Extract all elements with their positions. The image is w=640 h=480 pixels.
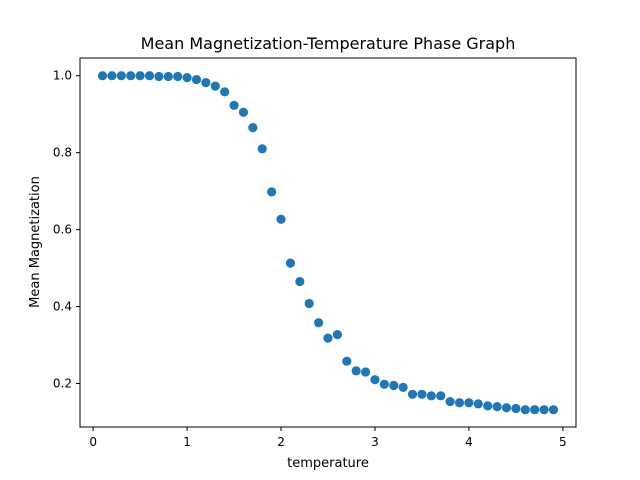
data-point: [248, 123, 258, 133]
data-point: [229, 100, 239, 110]
data-point: [220, 87, 230, 97]
data-point: [473, 399, 483, 409]
data-point: [285, 258, 296, 268]
data-point: [454, 398, 465, 408]
data-point: [314, 318, 324, 328]
data-point: [511, 403, 521, 414]
y-tick-label: 1.0: [53, 69, 72, 83]
data-point: [201, 78, 211, 88]
data-point: [116, 71, 126, 81]
data-point: [492, 402, 502, 412]
data-point: [97, 71, 108, 81]
data-points: [97, 71, 559, 415]
x-tick-label: 2: [277, 435, 285, 449]
data-point: [407, 389, 418, 399]
data-point: [107, 71, 117, 81]
y-tick-label: 0.8: [53, 146, 72, 160]
data-point: [295, 276, 305, 287]
axes-frame: [79, 57, 577, 428]
data-point: [370, 375, 380, 385]
x-tick-label: 4: [465, 435, 473, 449]
x-tick-label: 0: [89, 435, 97, 449]
data-point: [398, 382, 408, 392]
y-tick-label: 0.2: [53, 377, 72, 391]
data-point: [238, 107, 249, 117]
x-tick-label: 1: [183, 435, 191, 449]
chart-title: Mean Magnetization-Temperature Phase Gra…: [141, 34, 516, 53]
data-point: [323, 333, 333, 343]
x-tick-label: 5: [559, 435, 567, 449]
data-point: [210, 81, 220, 91]
data-point: [379, 379, 389, 389]
data-point: [530, 405, 540, 415]
data-point: [182, 73, 192, 83]
x-tick-label: 3: [371, 435, 379, 449]
data-point: [360, 367, 371, 377]
data-point: [351, 366, 361, 376]
data-point: [520, 405, 530, 415]
x-axis-ticks: 0 1 2 3 4 5: [89, 427, 567, 449]
y-tick-label: 0.6: [53, 223, 72, 237]
data-point: [126, 71, 136, 81]
data-point: [191, 74, 202, 85]
data-point: [257, 144, 267, 154]
y-axis-ticks: 0.2 0.4 0.6 0.8 1.0: [53, 69, 80, 391]
data-point: [342, 356, 352, 366]
data-point: [154, 71, 164, 82]
data-point: [539, 405, 549, 415]
data-point: [464, 398, 474, 408]
data-point: [135, 71, 145, 81]
data-point: [389, 380, 399, 391]
data-point: [445, 397, 455, 407]
data-point: [436, 391, 446, 401]
data-point: [304, 298, 314, 309]
data-point: [332, 330, 342, 340]
y-tick-label: 0.4: [53, 300, 72, 314]
data-point: [483, 401, 493, 411]
data-point: [426, 391, 436, 401]
data-point: [276, 214, 286, 224]
data-point: [548, 405, 559, 415]
data-point: [163, 71, 173, 82]
data-point: [144, 71, 155, 81]
y-axis-label: Mean Magnetization: [28, 176, 43, 308]
data-point: [173, 71, 183, 82]
plot-area: [80, 58, 576, 427]
data-point: [501, 403, 512, 413]
data-point: [267, 187, 277, 197]
data-point: [417, 389, 427, 399]
x-axis-label: temperature: [287, 456, 369, 471]
